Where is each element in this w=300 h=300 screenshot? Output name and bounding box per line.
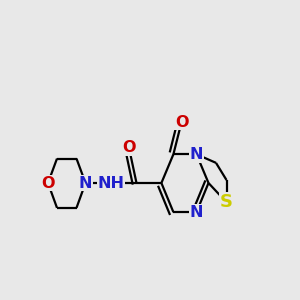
- Text: O: O: [175, 115, 188, 130]
- Text: S: S: [220, 193, 233, 211]
- Text: O: O: [41, 176, 55, 190]
- Text: N: N: [190, 147, 203, 162]
- Text: N: N: [79, 176, 92, 190]
- Text: NH: NH: [98, 176, 124, 190]
- Text: N: N: [190, 205, 203, 220]
- Text: O: O: [122, 140, 136, 155]
